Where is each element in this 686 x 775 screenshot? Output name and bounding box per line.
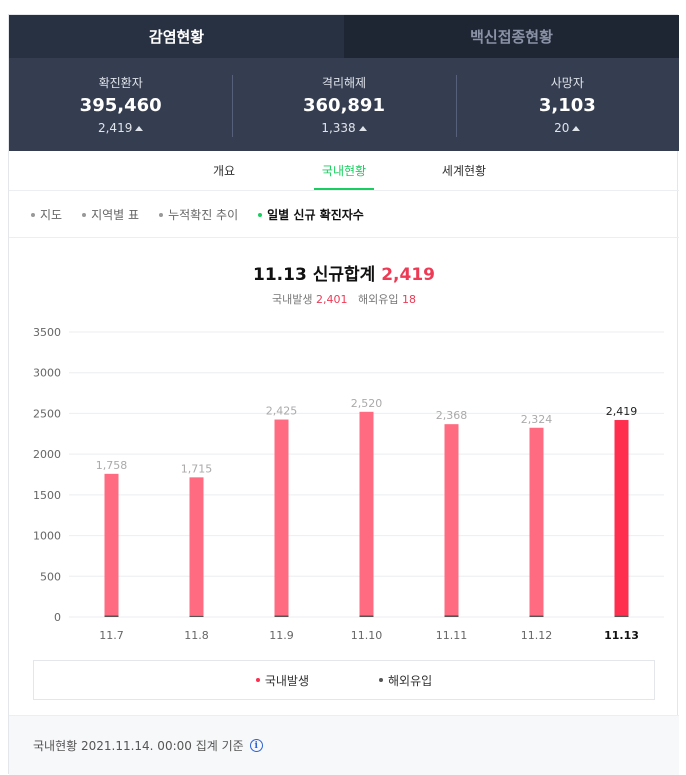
headline-total: 2,419 [381, 265, 435, 285]
x-tick-label: 11.12 [521, 629, 553, 642]
y-tick-label: 500 [40, 570, 61, 583]
view-region-table[interactable]: 지역별 표 [82, 206, 139, 223]
y-tick-label: 3500 [33, 326, 61, 339]
bar-overseas [529, 615, 544, 617]
view-selector: 지도 지역별 표 누적확진 추이 일별 신규 확진자수 [9, 192, 679, 238]
y-tick-label: 2500 [33, 407, 61, 420]
domestic-label: 국내발생 [272, 293, 313, 306]
y-tick-label: 1500 [33, 489, 61, 502]
bar-value-label: 2,520 [351, 397, 383, 410]
chart-headline: 11.13 신규합계 2,419 [9, 260, 679, 285]
y-tick-label: 3000 [33, 367, 61, 380]
x-tick-label: 11.9 [269, 629, 294, 642]
bar-domestic [529, 427, 544, 616]
stat-value: 360,891 [303, 95, 385, 116]
domestic-value: 2,401 [316, 293, 348, 306]
bullet-icon [258, 212, 263, 217]
stat-value: 3,103 [538, 95, 596, 116]
chart-legend: 국내발생 해외유입 [33, 660, 655, 700]
view-daily-new-cases[interactable]: 일별 신규 확진자수 [258, 206, 364, 223]
stat-change-value: 2,419 [97, 121, 133, 135]
legend-overseas[interactable]: 해외유입 [379, 672, 432, 689]
y-tick-label: 1000 [33, 530, 61, 543]
bullet-icon [82, 212, 87, 217]
stat-change: 20 [554, 121, 581, 135]
stat-change: 1,338 [321, 121, 367, 135]
legend-dot [255, 678, 260, 682]
view-label: 지도 [40, 208, 63, 222]
stat-label: 격리해제 [321, 76, 367, 90]
stat-deaths: 사망자 3,103 20 [455, 74, 679, 137]
stat-label: 확진환자 [98, 76, 143, 90]
bar-overseas [614, 615, 629, 617]
headline-date: 11.13 [253, 265, 307, 285]
bar-value-label: 1,758 [96, 459, 128, 472]
y-tick-label: 0 [54, 611, 61, 624]
stat-change-value: 20 [554, 121, 570, 135]
bar-value-label: 1,715 [181, 462, 213, 475]
view-label: 누적확진 추이 [168, 208, 239, 222]
footer-text: 국내현황 2021.11.14. 00:00 집계 기준 [33, 739, 244, 753]
stat-released: 격리해제 360,891 1,338 [232, 74, 455, 137]
sub-tabs: 개요 국내현황 세계현황 [9, 151, 679, 191]
x-tick-label: 11.11 [436, 629, 468, 642]
bar-overseas [359, 615, 374, 617]
bar-domestic [444, 424, 459, 616]
legend-domestic[interactable]: 국내발생 [255, 672, 309, 689]
tab-world[interactable]: 세계현황 [441, 164, 487, 178]
bar-overseas [189, 615, 204, 617]
legend-label: 해외유입 [388, 673, 433, 688]
bar-value-label: 2,419 [606, 405, 638, 418]
view-label: 일별 신규 확진자수 [267, 208, 364, 222]
stat-confirmed: 확진환자 395,460 2,419 [9, 75, 232, 135]
arrow-up-icon [572, 125, 581, 131]
stat-change-value: 1,338 [321, 121, 356, 135]
bar-value-label: 2,368 [436, 409, 468, 422]
daily-cases-chart: 3500 3000 2500 2000 1500 1000 500 0 1,758 11.7 1,7… [33, 326, 664, 642]
data-basis-footer: 국내현황 2021.11.14. 00:00 집계 기준 i [9, 715, 679, 775]
arrow-up-icon [135, 125, 144, 131]
bar-value-label: 2,324 [521, 413, 553, 426]
bullet-icon [159, 212, 164, 217]
bar-domestic [274, 419, 289, 616]
bar-domestic [614, 420, 629, 616]
x-tick-label: 11.13 [604, 629, 639, 642]
bar-domestic [189, 477, 204, 616]
overseas-label: 해외유입 [358, 293, 399, 306]
stat-change: 2,419 [97, 121, 144, 135]
view-label: 지역별 표 [91, 208, 140, 222]
top-tabs: 감염현황 백신접종현황 [9, 15, 679, 58]
bar-domestic [359, 411, 374, 616]
chart-subline: 국내발생 2,401 해외유입 18 [9, 291, 679, 307]
stat-value: 395,460 [79, 95, 162, 116]
tab-vaccination-status[interactable]: 백신접종현황 [344, 15, 679, 58]
tab-infection-status[interactable]: 감염현황 [9, 15, 344, 58]
info-icon[interactable]: i [249, 739, 263, 752]
bar-value-label: 2,425 [266, 405, 298, 418]
x-tick-label: 11.10 [351, 629, 383, 642]
summary-stats: 확진환자 395,460 2,419 격리해제 360,891 1,338 사망… [9, 58, 679, 151]
y-tick-label: 2000 [33, 448, 61, 461]
overseas-value: 18 [401, 293, 416, 306]
bullet-icon [31, 212, 35, 217]
arrow-up-icon [358, 125, 367, 131]
tab-domestic[interactable]: 국내현황 [284, 151, 404, 190]
x-tick-label: 11.8 [184, 629, 209, 642]
x-tick-label: 11.7 [99, 629, 124, 642]
tab-overview[interactable]: 개요 [212, 164, 236, 178]
legend-label: 국내발생 [264, 673, 309, 688]
covid-status-panel: 감염현황 백신접종현황 확진환자 395,460 2,419 격리해제 360,… [8, 14, 679, 775]
bar-overseas [444, 615, 459, 617]
view-map[interactable]: 지도 [31, 206, 62, 223]
stat-label: 사망자 [550, 76, 584, 90]
bar-domestic [104, 473, 119, 616]
legend-dot [379, 678, 383, 682]
view-cumulative-trend[interactable]: 누적확진 추이 [159, 206, 238, 223]
bar-overseas [274, 615, 289, 617]
bar-overseas [104, 615, 119, 617]
headline-label: 신규합계 [312, 265, 376, 285]
